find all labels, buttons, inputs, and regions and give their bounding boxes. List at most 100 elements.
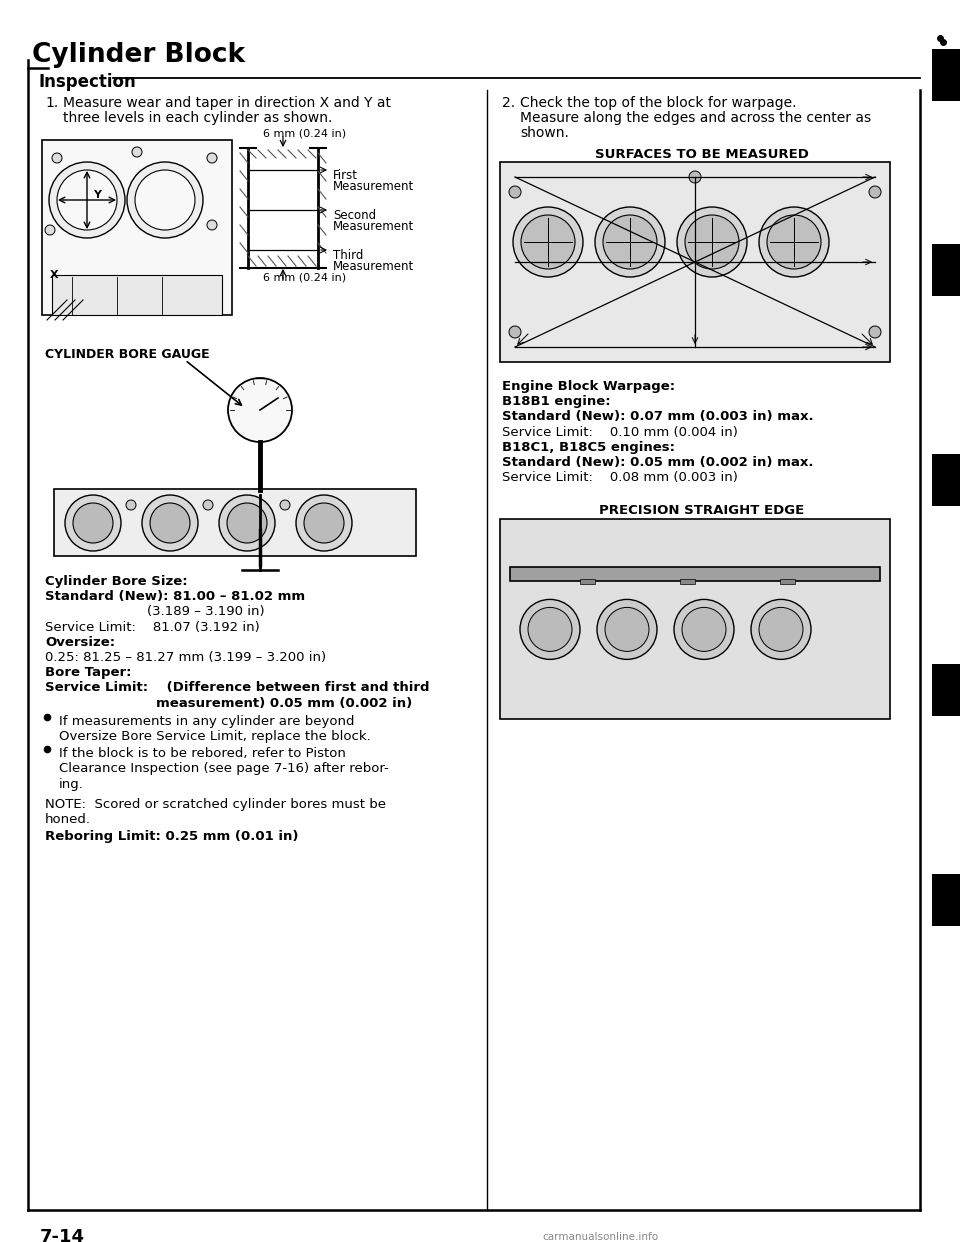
Text: Second: Second [333, 209, 376, 222]
Text: shown.: shown. [520, 125, 569, 140]
Circle shape [127, 161, 203, 238]
Text: honed.: honed. [45, 814, 91, 826]
Text: Service Limit:    (Difference between first and third: Service Limit: (Difference between first… [45, 682, 429, 694]
Circle shape [689, 171, 701, 183]
Circle shape [682, 607, 726, 651]
Text: 2.: 2. [502, 96, 516, 111]
Circle shape [605, 607, 649, 651]
FancyBboxPatch shape [54, 489, 416, 556]
Text: Standard (New): 0.05 mm (0.002 in) max.: Standard (New): 0.05 mm (0.002 in) max. [502, 456, 813, 469]
Circle shape [304, 503, 344, 543]
FancyBboxPatch shape [42, 140, 232, 315]
Bar [932, 874, 960, 927]
Text: Y: Y [93, 190, 101, 200]
Circle shape [759, 607, 803, 651]
Circle shape [759, 207, 829, 277]
Text: CYLINDER BORE GAUGE: CYLINDER BORE GAUGE [45, 348, 209, 361]
Circle shape [45, 225, 55, 235]
Text: Check the top of the block for warpage.: Check the top of the block for warpage. [520, 96, 797, 111]
Text: Service Limit:    0.10 mm (0.004 in): Service Limit: 0.10 mm (0.004 in) [502, 426, 738, 438]
Text: B18C1, B18C5 engines:: B18C1, B18C5 engines: [502, 441, 675, 453]
Circle shape [751, 600, 811, 660]
Bar [780, 580, 795, 585]
Bar [52, 274, 222, 315]
Text: carmanualsonline.info: carmanualsonline.info [542, 1232, 658, 1242]
Text: Measure along the edges and across the center as: Measure along the edges and across the c… [520, 111, 871, 125]
Text: Clearance Inspection (see page 7-16) after rebor-: Clearance Inspection (see page 7-16) aft… [59, 763, 389, 775]
Bar [932, 455, 960, 505]
Circle shape [767, 215, 821, 270]
Circle shape [228, 378, 292, 442]
Circle shape [207, 153, 217, 163]
Circle shape [227, 503, 267, 543]
Circle shape [603, 215, 657, 270]
Text: Bore Taper:: Bore Taper: [45, 666, 132, 679]
Text: (3.189 – 3.190 in): (3.189 – 3.190 in) [45, 605, 265, 619]
Circle shape [528, 607, 572, 651]
Text: Measurement: Measurement [333, 260, 415, 273]
Bar [580, 580, 595, 585]
Text: SURFACES TO BE MEASURED: SURFACES TO BE MEASURED [595, 148, 809, 161]
Text: Measurement: Measurement [333, 220, 415, 233]
Text: NOTE:  Scored or scratched cylinder bores must be: NOTE: Scored or scratched cylinder bores… [45, 797, 386, 811]
Text: First: First [333, 169, 358, 183]
Circle shape [73, 503, 113, 543]
Text: 6 mm (0.24 in): 6 mm (0.24 in) [263, 128, 347, 138]
Bar [500, 161, 890, 361]
Text: Service Limit:    0.08 mm (0.003 in): Service Limit: 0.08 mm (0.003 in) [502, 471, 738, 484]
Text: Engine Block Warpage:: Engine Block Warpage: [502, 380, 675, 392]
Circle shape [65, 496, 121, 551]
Circle shape [150, 503, 190, 543]
Circle shape [219, 496, 275, 551]
Circle shape [52, 153, 62, 163]
Text: measurement) 0.05 mm (0.002 in): measurement) 0.05 mm (0.002 in) [45, 697, 412, 709]
Text: Measure wear and taper in direction X and Y at: Measure wear and taper in direction X an… [63, 96, 391, 111]
Text: Oversize:: Oversize: [45, 636, 115, 648]
Bar [680, 580, 695, 585]
Text: If the block is to be rebored, refer to Piston: If the block is to be rebored, refer to … [59, 748, 346, 760]
Circle shape [57, 170, 117, 230]
Polygon shape [246, 491, 274, 530]
Text: Standard (New): 0.07 mm (0.003 in) max.: Standard (New): 0.07 mm (0.003 in) max. [502, 410, 814, 424]
Circle shape [597, 600, 657, 660]
Circle shape [135, 170, 195, 230]
Circle shape [280, 501, 290, 510]
Circle shape [869, 325, 881, 338]
Text: Standard (New): 81.00 – 81.02 mm: Standard (New): 81.00 – 81.02 mm [45, 590, 305, 604]
Text: Inspection: Inspection [38, 73, 135, 91]
Text: Cylinder Block: Cylinder Block [32, 42, 245, 68]
Circle shape [126, 501, 136, 510]
Bar [932, 243, 960, 296]
Text: PRECISION STRAIGHT EDGE: PRECISION STRAIGHT EDGE [599, 504, 804, 518]
Circle shape [685, 215, 739, 270]
Text: X: X [50, 270, 59, 279]
Text: Measurement: Measurement [333, 180, 415, 193]
Circle shape [595, 207, 665, 277]
Bar [932, 48, 960, 101]
Text: Reboring Limit: 0.25 mm (0.01 in): Reboring Limit: 0.25 mm (0.01 in) [45, 830, 299, 843]
Circle shape [509, 186, 521, 197]
Text: Oversize Bore Service Limit, replace the block.: Oversize Bore Service Limit, replace the… [59, 730, 371, 743]
Circle shape [677, 207, 747, 277]
Bar [932, 664, 960, 715]
Text: three levels in each cylinder as shown.: three levels in each cylinder as shown. [63, 111, 332, 125]
Circle shape [520, 600, 580, 660]
Circle shape [203, 501, 213, 510]
Circle shape [521, 215, 575, 270]
Text: Third: Third [333, 248, 364, 262]
Text: Cylinder Bore Size:: Cylinder Bore Size: [45, 575, 187, 587]
Circle shape [674, 600, 734, 660]
Circle shape [513, 207, 583, 277]
Text: If measurements in any cylinder are beyond: If measurements in any cylinder are beyo… [59, 715, 354, 728]
Bar [510, 568, 880, 581]
Circle shape [142, 496, 198, 551]
Bar [500, 519, 890, 719]
Text: 1.: 1. [45, 96, 59, 111]
Text: 0.25: 81.25 – 81.27 mm (3.199 – 3.200 in): 0.25: 81.25 – 81.27 mm (3.199 – 3.200 in… [45, 651, 326, 664]
Circle shape [296, 496, 352, 551]
Circle shape [869, 186, 881, 197]
Circle shape [132, 147, 142, 156]
Circle shape [49, 161, 125, 238]
Text: 7-14: 7-14 [40, 1228, 85, 1242]
Text: Service Limit:    81.07 (3.192 in): Service Limit: 81.07 (3.192 in) [45, 621, 260, 633]
